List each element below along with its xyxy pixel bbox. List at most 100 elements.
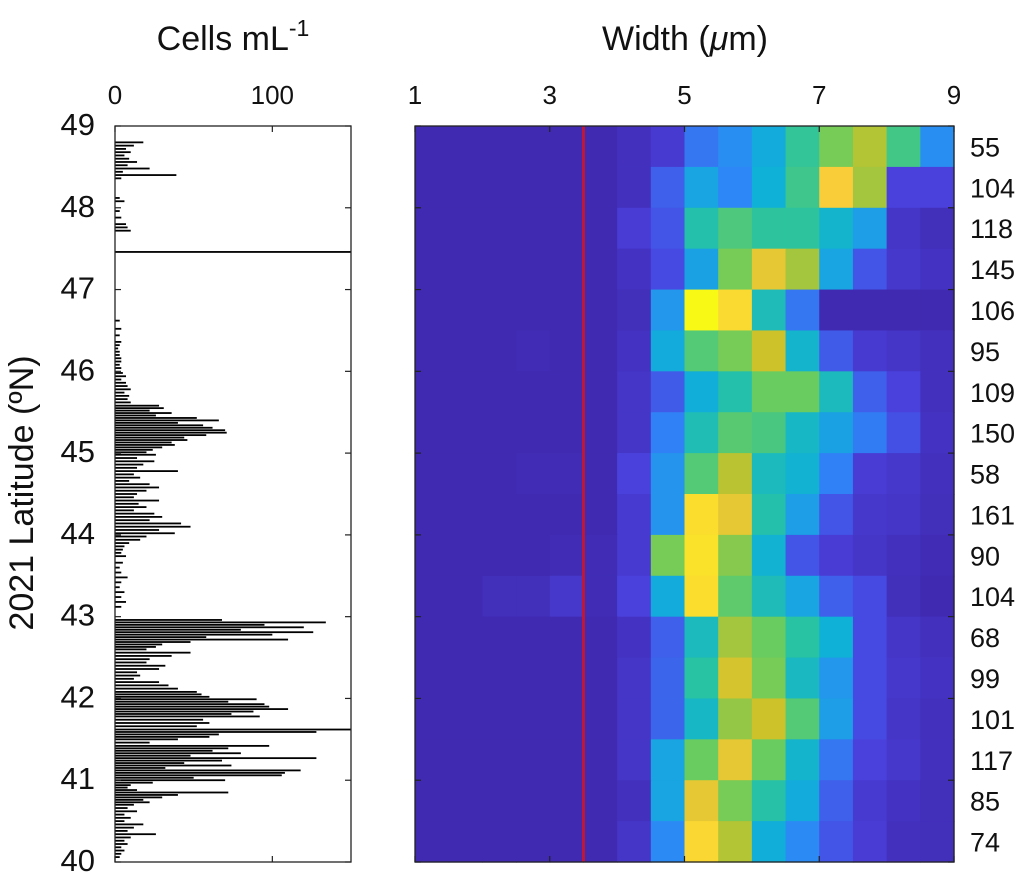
cells-bar-95 bbox=[115, 566, 120, 569]
cells-bar-46 bbox=[115, 414, 156, 417]
cells-bar-19 bbox=[115, 251, 351, 253]
heat-cell-r5-c14 bbox=[886, 330, 921, 372]
cells-bar-168 bbox=[115, 791, 229, 794]
cells-bar-183 bbox=[115, 836, 131, 839]
lat-tick-label-47: 47 bbox=[61, 271, 95, 306]
heat-cell-r15-c13 bbox=[852, 739, 888, 781]
heat-cell-r11-c1 bbox=[448, 575, 483, 618]
cells-bar-11 bbox=[115, 177, 122, 180]
heat-cell-r5-c15 bbox=[920, 330, 955, 372]
heat-cell-r9-c1 bbox=[448, 494, 483, 536]
cells-bar-30 bbox=[115, 363, 120, 366]
heat-cell-r17-c1 bbox=[448, 821, 483, 863]
heat-cell-r1-c8 bbox=[684, 166, 719, 209]
heat-cell-r10-c8 bbox=[684, 534, 719, 577]
heat-cell-r9-c8 bbox=[684, 494, 719, 536]
heat-cell-r6-c14 bbox=[886, 371, 921, 413]
cells-bar-57 bbox=[115, 441, 172, 444]
heat-cell-r8-c13 bbox=[852, 453, 888, 495]
heat-cell-r10-c1 bbox=[448, 534, 483, 577]
cells-bar-131 bbox=[115, 695, 210, 698]
heat-cell-r8-c15 bbox=[920, 453, 955, 495]
heat-cell-r16-c6 bbox=[617, 780, 652, 822]
heat-cell-r6-c15 bbox=[920, 371, 955, 413]
heat-cell-r0-c6 bbox=[617, 126, 652, 168]
heat-cell-r6-c6 bbox=[617, 371, 652, 413]
width-axis-title-symbol: μ bbox=[709, 20, 729, 58]
heat-cell-r4-c13 bbox=[852, 289, 888, 332]
heat-cell-r10-c13 bbox=[852, 534, 888, 577]
cells-bar-123 bbox=[115, 671, 138, 674]
heat-cell-r15-c15 bbox=[920, 739, 955, 781]
heat-cell-r13-c6 bbox=[617, 657, 652, 700]
heat-cell-r8-c5 bbox=[583, 453, 618, 495]
heat-cell-r15-c5 bbox=[583, 739, 618, 781]
row-count-label-10: 90 bbox=[970, 541, 1000, 571]
row-count-label-13: 99 bbox=[970, 664, 1000, 694]
cells-bar-2 bbox=[115, 148, 127, 150]
heat-cell-r14-c5 bbox=[583, 698, 618, 740]
heat-cell-r7-c15 bbox=[920, 412, 955, 454]
width-tick-label-5: 5 bbox=[677, 80, 691, 110]
heat-cell-r11-c13 bbox=[852, 575, 888, 618]
heat-cell-r12-c2 bbox=[482, 616, 517, 659]
heat-cell-r4-c14 bbox=[886, 289, 921, 332]
cells-bar-149 bbox=[115, 744, 270, 747]
heat-cell-r17-c9 bbox=[718, 821, 753, 863]
heat-cell-r17-c12 bbox=[819, 821, 854, 863]
heat-cell-r4-c1 bbox=[448, 289, 483, 332]
heat-cell-r13-c12 bbox=[819, 657, 854, 700]
heat-cell-r3-c14 bbox=[886, 248, 921, 291]
heat-cell-r6-c11 bbox=[785, 371, 820, 413]
cells-bar-69 bbox=[115, 476, 141, 479]
cells-bar-108 bbox=[115, 628, 241, 631]
heat-cell-r12-c11 bbox=[785, 616, 820, 659]
heat-cell-r15-c11 bbox=[785, 739, 820, 781]
cells-bar-42 bbox=[115, 404, 160, 407]
cells-bar-7 bbox=[115, 164, 128, 167]
heat-cell-r13-c1 bbox=[448, 657, 483, 700]
heat-cell-r3-c10 bbox=[751, 248, 787, 291]
heat-cell-r2-c3 bbox=[516, 207, 551, 250]
cells-bar-23 bbox=[115, 340, 122, 343]
heat-cell-r15-c1 bbox=[448, 739, 483, 781]
cells-bar-37 bbox=[115, 388, 131, 391]
heat-cell-r11-c9 bbox=[718, 575, 753, 618]
heat-cell-r8-c7 bbox=[650, 453, 686, 495]
heat-cell-r7-c11 bbox=[785, 412, 820, 454]
cells-histogram-ticks: 40 41 42 43 44 45 46 47 48 49 0 100 bbox=[61, 80, 351, 878]
heat-cell-r15-c9 bbox=[718, 739, 753, 781]
heat-cell-r15-c10 bbox=[751, 739, 787, 781]
heat-cell-r4-c3 bbox=[516, 289, 551, 332]
heat-cell-r12-c10 bbox=[751, 616, 787, 659]
heat-cell-r6-c0 bbox=[415, 371, 450, 413]
cells-bar-116 bbox=[115, 648, 147, 651]
heat-cell-r4-c7 bbox=[650, 289, 686, 332]
cells-bar-150 bbox=[115, 747, 229, 750]
cells-bar-83 bbox=[115, 522, 182, 525]
heat-cell-r4-c5 bbox=[583, 289, 618, 332]
cells-bar-170 bbox=[115, 796, 163, 799]
cells-bar-52 bbox=[115, 429, 226, 432]
cells-bar-143 bbox=[115, 728, 351, 731]
heat-cell-r8-c0 bbox=[415, 453, 450, 495]
heat-cell-r14-c11 bbox=[785, 698, 820, 740]
cells-bar-119 bbox=[115, 658, 150, 661]
cells-bar-28 bbox=[115, 357, 122, 360]
heat-cell-r2-c4 bbox=[549, 207, 585, 250]
row-count-label-11: 104 bbox=[970, 582, 1015, 612]
width-heatmap-cells bbox=[415, 126, 955, 863]
cells-bar-64 bbox=[115, 460, 155, 463]
heat-cell-r16-c3 bbox=[516, 780, 551, 822]
cells-bar-27 bbox=[115, 354, 120, 356]
cells-bar-96 bbox=[115, 571, 122, 574]
cells-bar-172 bbox=[115, 801, 150, 804]
cells-bar-86 bbox=[115, 532, 175, 535]
heat-cell-r1-c9 bbox=[718, 166, 753, 209]
row-count-label-9: 161 bbox=[970, 500, 1015, 530]
heat-cell-r6-c9 bbox=[718, 371, 753, 413]
cells-bar-55 bbox=[115, 436, 185, 439]
cells-bar-33 bbox=[115, 375, 127, 378]
heat-cell-r14-c3 bbox=[516, 698, 551, 740]
heat-cell-r0-c11 bbox=[785, 126, 820, 168]
